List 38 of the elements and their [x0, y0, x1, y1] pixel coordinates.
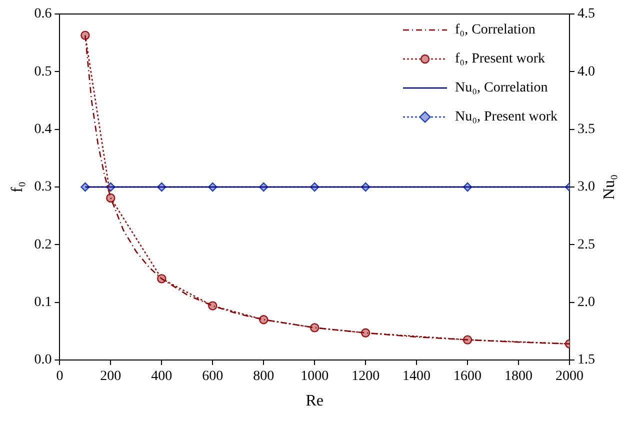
y2-tick-label: 2.0 — [578, 295, 595, 310]
x-tick-label: 1400 — [402, 369, 431, 384]
legend-label: f₀, Present work — [455, 52, 546, 67]
x-tick-label: 0 — [56, 369, 64, 384]
point — [106, 193, 116, 203]
x-tick-label: 400 — [151, 369, 172, 384]
x-tick-label: 800 — [253, 369, 274, 384]
point — [310, 323, 320, 332]
point — [80, 30, 90, 40]
y2-tick-label: 3.0 — [578, 180, 595, 195]
point — [259, 315, 268, 324]
y-tick-label: 0.2 — [34, 237, 52, 252]
x-tick-label: 1200 — [352, 369, 380, 384]
x-axis-title: Re — [306, 392, 324, 410]
x-tick-label: 200 — [100, 369, 122, 384]
x-tick-label: 600 — [202, 369, 224, 384]
legend-label: f₀, Correlation — [455, 22, 536, 38]
legend-label: Nu₀, Present work — [455, 110, 558, 125]
y-tick-label: 0.1 — [34, 295, 52, 310]
x-tick-label: 1600 — [454, 369, 482, 384]
y-tick-label: 0.5 — [34, 64, 52, 80]
y-tick-label: 0.4 — [34, 122, 52, 138]
y2-tick-label: 3.5 — [578, 122, 595, 138]
y2-tick-label: 1.5 — [578, 352, 595, 368]
x-tick-label: 1800 — [504, 369, 533, 384]
y2-axis-title: Nu₀ — [601, 174, 618, 200]
x-tick-label: 2000 — [556, 369, 584, 384]
point — [360, 328, 370, 338]
y-axis-title: f₀ — [8, 182, 26, 192]
x-tick-label: 1000 — [300, 369, 329, 384]
y2-tick-label: 4.0 — [578, 64, 595, 80]
y2-tick-label: 4.5 — [578, 6, 595, 22]
point — [208, 301, 218, 310]
y2-tick-label: 2.5 — [578, 237, 595, 252]
y-tick-label: 0.6 — [34, 6, 52, 22]
legend-label: Nu₀, Correlation — [455, 80, 548, 96]
y-tick-label: 0.0 — [34, 352, 52, 368]
y-tick-label: 0.3 — [34, 180, 52, 195]
